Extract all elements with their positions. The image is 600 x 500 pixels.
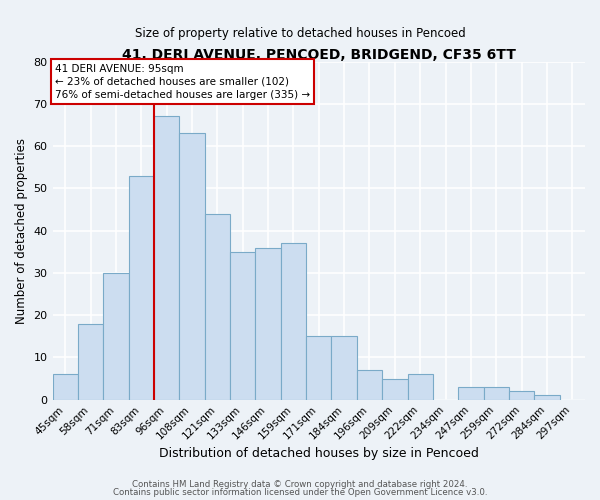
Bar [154, 116, 179, 400]
Bar [382, 378, 407, 400]
Text: Contains public sector information licensed under the Open Government Licence v3: Contains public sector information licen… [113, 488, 487, 497]
Title: 41, DERI AVENUE, PENCOED, BRIDGEND, CF35 6TT: 41, DERI AVENUE, PENCOED, BRIDGEND, CF35… [122, 48, 516, 62]
Bar [407, 374, 433, 400]
Bar [230, 252, 256, 400]
Text: Size of property relative to detached houses in Pencoed: Size of property relative to detached ho… [134, 28, 466, 40]
Bar [179, 134, 205, 400]
Y-axis label: Number of detached properties: Number of detached properties [15, 138, 28, 324]
Bar [128, 176, 154, 400]
Bar [53, 374, 78, 400]
X-axis label: Distribution of detached houses by size in Pencoed: Distribution of detached houses by size … [159, 447, 479, 460]
Bar [78, 324, 103, 400]
Bar [458, 387, 484, 400]
Bar [306, 336, 331, 400]
Text: Contains HM Land Registry data © Crown copyright and database right 2024.: Contains HM Land Registry data © Crown c… [132, 480, 468, 489]
Bar [534, 396, 560, 400]
Bar [509, 392, 534, 400]
Bar [103, 273, 128, 400]
Bar [205, 214, 230, 400]
Bar [331, 336, 357, 400]
Bar [281, 244, 306, 400]
Text: 41 DERI AVENUE: 95sqm
← 23% of detached houses are smaller (102)
76% of semi-det: 41 DERI AVENUE: 95sqm ← 23% of detached … [55, 64, 310, 100]
Bar [484, 387, 509, 400]
Bar [256, 248, 281, 400]
Bar [357, 370, 382, 400]
